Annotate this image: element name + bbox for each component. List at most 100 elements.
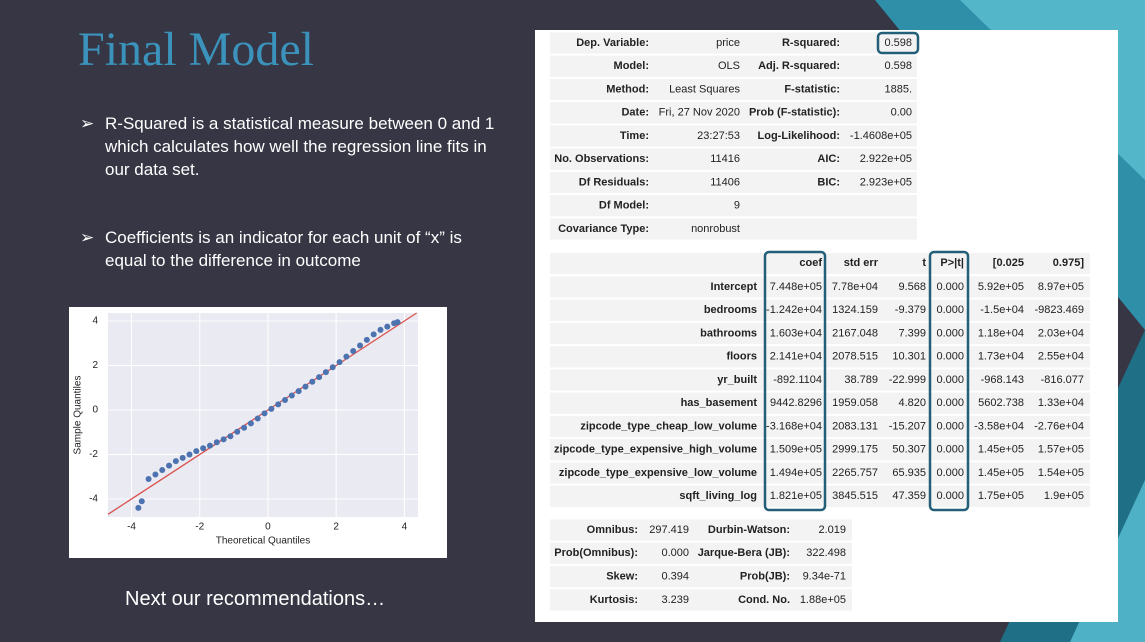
x-tick-label: 4: [402, 522, 408, 533]
cell: nonrobust: [691, 223, 740, 235]
point: [336, 359, 343, 366]
column-header: P>|t|: [940, 257, 964, 269]
bullet: Coefficients is an indicator for each un…: [80, 226, 495, 272]
row-background: [550, 565, 852, 588]
row-background: [550, 299, 1090, 321]
cell: Covariance Type:: [558, 223, 649, 235]
cell: Prob(Omnibus):: [554, 547, 638, 559]
cell: 1.54e+05: [1038, 467, 1084, 479]
cell: -22.999: [889, 374, 926, 386]
cell: floors: [726, 351, 757, 363]
cell: zipcode_type_expensive_low_volume: [559, 467, 757, 479]
cell: 3845.515: [832, 490, 878, 502]
cell: 0.598: [884, 60, 912, 72]
cell: has_basement: [681, 397, 758, 409]
bullet: R-Squared is a statistical measure betwe…: [80, 112, 495, 181]
point: [200, 445, 207, 452]
cell: 1.57e+05: [1038, 444, 1084, 456]
cell: 7.448e+05: [770, 281, 822, 293]
point: [394, 319, 401, 326]
point: [159, 467, 166, 474]
point: [145, 475, 152, 482]
point: [322, 369, 329, 376]
cell: 50.307: [892, 444, 926, 456]
cell: zipcode_type_expensive_high_volume: [554, 444, 757, 456]
cell: 1.603e+04: [770, 327, 822, 339]
cell: 1.73e+04: [978, 351, 1024, 363]
cell: 0.000: [936, 304, 964, 316]
cell: 47.359: [892, 490, 926, 502]
cell: -892.1104: [773, 374, 822, 386]
cell: -15.207: [889, 420, 926, 432]
cell: Df Residuals:: [579, 176, 649, 188]
row-background: [550, 589, 852, 611]
cell: 0.000: [936, 397, 964, 409]
cell: 11416: [710, 153, 740, 165]
point: [309, 378, 316, 385]
cell: Prob(JB):: [740, 571, 790, 583]
point: [261, 410, 268, 417]
column-header: [0.025: [993, 257, 1024, 269]
row-background: [550, 32, 917, 54]
cell: -2.76e+04: [1034, 420, 1084, 432]
cell: 2.923e+05: [860, 176, 912, 188]
cell: 0.000: [936, 444, 964, 456]
point: [377, 326, 384, 333]
point: [357, 342, 364, 349]
point: [138, 498, 145, 505]
cell: 2.141e+04: [770, 351, 822, 363]
cell: Least Squares: [669, 83, 740, 95]
point: [193, 448, 200, 455]
cell: 1.509e+05: [770, 444, 822, 456]
column-header: std err: [844, 257, 879, 269]
cell: Intercept: [711, 281, 758, 293]
cell: Durbin-Watson:: [708, 524, 790, 536]
y-tick-label: 2: [92, 360, 98, 371]
column-header: 0.975]: [1053, 257, 1085, 269]
cell: 1.88e+05: [800, 594, 846, 606]
cell: 1.18e+04: [978, 327, 1024, 339]
cell: 2078.515: [832, 351, 878, 363]
cell: OLS: [718, 60, 740, 72]
cell: F-statistic:: [784, 83, 840, 95]
cell: 38.789: [844, 374, 878, 386]
cell: 0.394: [661, 571, 689, 583]
row-background: [550, 346, 1090, 368]
cell: -968.143: [981, 374, 1024, 386]
cell: 2167.048: [832, 327, 878, 339]
cell: 1.75e+05: [978, 490, 1024, 502]
cell: 2083.131: [832, 420, 878, 432]
cell: Adj. R-squared:: [758, 60, 840, 72]
point: [234, 428, 241, 435]
cell: Skew:: [606, 571, 638, 583]
point: [179, 454, 186, 461]
row-background: [550, 542, 852, 564]
row-background: [550, 392, 1090, 414]
cell: -1.5e+04: [980, 304, 1024, 316]
cell: Prob (F-statistic):: [749, 107, 840, 119]
cell: 7.399: [898, 327, 926, 339]
cell: Jarque-Bera (JB):: [698, 547, 790, 559]
row-background: [550, 462, 1090, 484]
cell: 1.821e+05: [770, 490, 822, 502]
cell: 2265.757: [832, 467, 878, 479]
point: [135, 504, 142, 511]
point: [329, 364, 336, 371]
cell: Cond. No.: [738, 594, 790, 606]
point: [302, 383, 309, 390]
x-axis-label: Theoretical Quantiles: [216, 536, 311, 547]
cell: Df Model:: [599, 200, 649, 212]
row-background: [550, 519, 852, 541]
row-background: [550, 415, 1090, 438]
cell: 23:27:53: [697, 130, 740, 142]
cell: 2.019: [818, 524, 846, 536]
highlight-box: [928, 250, 970, 512]
cell: -816.077: [1041, 374, 1084, 386]
cell: 2999.175: [832, 444, 878, 456]
cell: sqft_living_log: [679, 490, 757, 502]
cell: 322.498: [806, 547, 846, 559]
row-background: [550, 253, 1090, 274]
cell: 5602.738: [978, 397, 1024, 409]
x-tick-label: 2: [333, 522, 339, 533]
cell: -1.242e+04: [766, 304, 822, 316]
